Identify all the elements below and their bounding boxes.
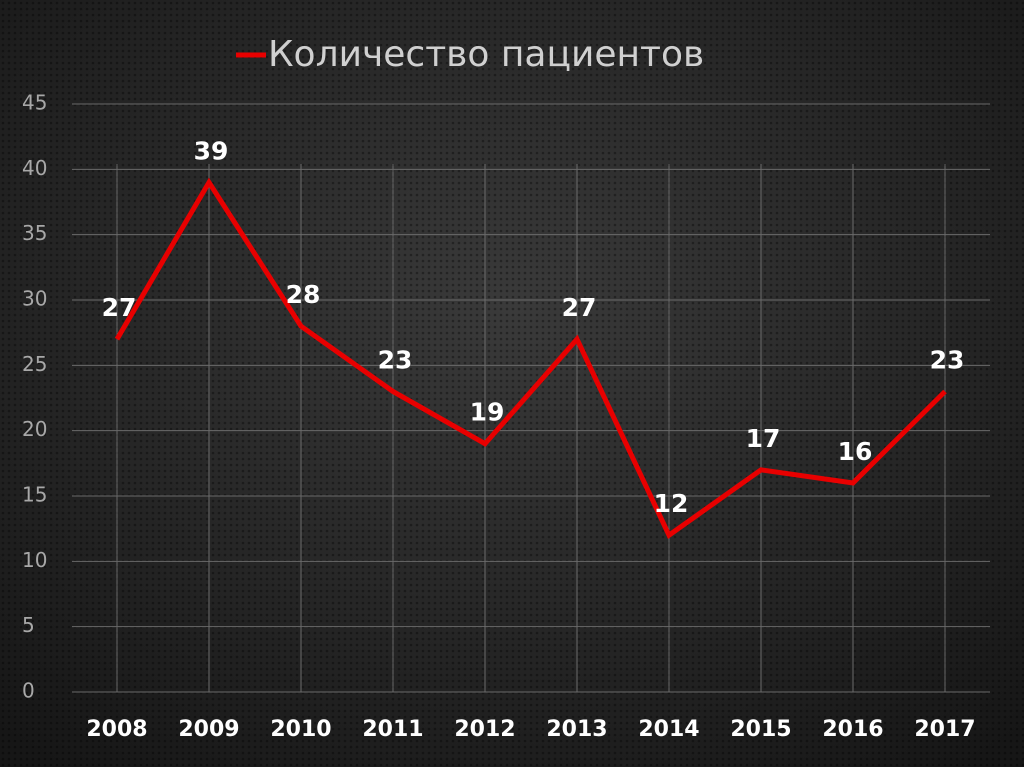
y-tick-label: 40 <box>22 156 47 180</box>
x-tick-label: 2014 <box>638 717 699 742</box>
x-tick-label: 2013 <box>546 717 607 742</box>
data-line <box>114 177 947 539</box>
x-tick-label: 2017 <box>914 717 975 742</box>
data-label: 12 <box>654 489 689 518</box>
data-label: 27 <box>102 293 137 322</box>
y-tick-label: 0 <box>22 679 35 703</box>
x-tick-label: 2016 <box>822 717 883 742</box>
data-label: 16 <box>838 437 873 466</box>
data-label: 28 <box>286 280 321 309</box>
data-label: 17 <box>746 424 781 453</box>
y-tick-label: 35 <box>22 221 47 245</box>
y-tick-label: 25 <box>22 352 47 376</box>
y-tick-label: 10 <box>22 548 47 572</box>
x-tick-label: 2012 <box>454 717 515 742</box>
x-tick-label: 2009 <box>178 717 239 742</box>
legend-label: Количество пациентов <box>268 34 704 75</box>
y-tick-label: 15 <box>22 483 47 507</box>
x-tick-label: 2010 <box>270 717 331 742</box>
y-tick-label: 5 <box>22 613 35 637</box>
y-tick-label: 30 <box>22 287 47 311</box>
y-tick-label: 20 <box>22 417 47 441</box>
data-label: 27 <box>562 293 597 322</box>
data-label: 19 <box>470 398 505 427</box>
x-tick-label: 2008 <box>86 717 147 742</box>
data-label: 39 <box>194 136 229 165</box>
data-label: 23 <box>378 345 413 374</box>
y-tick-label: 45 <box>22 91 47 115</box>
x-tick-label: 2015 <box>730 717 791 742</box>
x-tick-label: 2011 <box>362 717 423 742</box>
data-label: 23 <box>930 345 965 374</box>
